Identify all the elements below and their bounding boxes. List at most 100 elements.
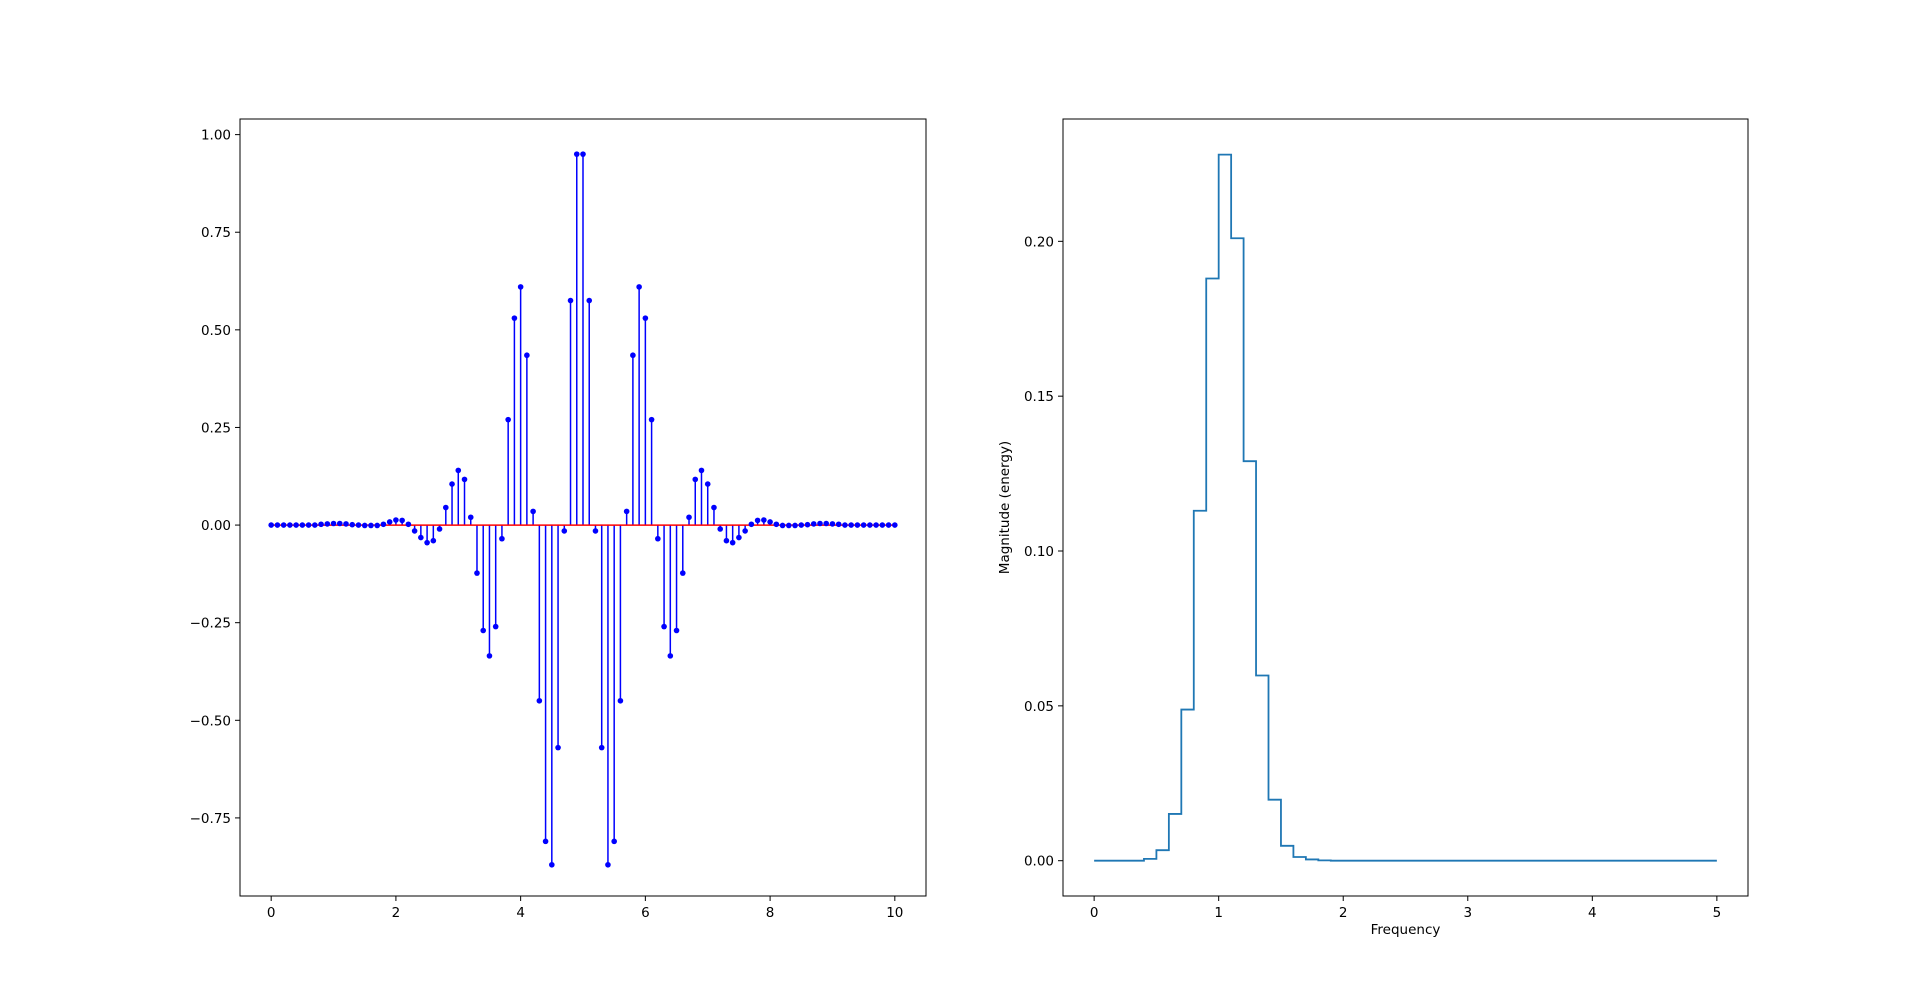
spectrum-plot-axes: 0 1 2 3 4 5 0.00 0.05 0.10 0.15 0.20 Frequency Mag… [997, 118, 1749, 938]
stem-plot-frame [239, 118, 927, 897]
stem-marker [524, 352, 530, 359]
stem-marker [455, 467, 462, 474]
spectrum-x-tick-label: 0 [1090, 905, 1099, 921]
stem-marker [742, 528, 748, 534]
stem-plot-ticks: 0 2 4 6 8 10 −0.75 −0.50 −0.25 0.00 0.25 0.50 0.75 1.… [190, 128, 904, 921]
spectrum-x-tick-label: 2 [1339, 905, 1348, 921]
stem-marker [492, 623, 499, 630]
stem-y-tick-label: −0.25 [190, 616, 231, 632]
stem-marker [779, 522, 786, 529]
stem-marker [293, 522, 299, 528]
stem-marker [648, 416, 655, 423]
stem-marker [349, 521, 356, 528]
spectrum-plot-ticks: 0 1 2 3 4 5 0.00 0.05 0.10 0.15 0.20 [1024, 234, 1721, 921]
stem-marker [817, 520, 823, 527]
stem-marker [386, 519, 393, 525]
stem-marker [698, 467, 705, 474]
stem-marker [786, 522, 792, 529]
stem-marker [374, 522, 381, 529]
stem-marker [860, 522, 867, 528]
stem-marker [829, 521, 836, 527]
stem-marker [343, 521, 349, 527]
stem-marker [798, 522, 805, 528]
stem-marker [729, 539, 736, 546]
spectrum-y-tick-label: 0.10 [1024, 544, 1054, 560]
stem-marker [486, 653, 493, 659]
stem-marker [630, 352, 636, 359]
stem-marker [418, 534, 424, 541]
stem-marker [305, 522, 312, 528]
stem-marker [449, 481, 455, 487]
stem-marker [542, 838, 549, 845]
stem-marker [673, 627, 680, 634]
stem-marker [617, 697, 624, 704]
stem-marker [686, 514, 692, 521]
stem-marker [318, 521, 324, 528]
stem-marker [885, 522, 892, 528]
stem-marker [592, 528, 599, 534]
stem-plot-axes: 0 2 4 6 8 10 −0.75 −0.50 −0.25 0.00 0.25 0.50 0.75 1.… [190, 118, 927, 921]
stem-marker [336, 520, 343, 527]
stem-marker [879, 522, 886, 528]
stem-marker [280, 522, 287, 528]
stem-plot-marks [268, 151, 898, 868]
stem-marker [324, 521, 331, 527]
stem-marker [723, 537, 730, 544]
stem-x-tick-label: 2 [392, 905, 401, 921]
stem-marker [804, 521, 811, 528]
stem-marker [361, 522, 368, 529]
stem-marker [268, 522, 274, 528]
spectrum-x-tick-label: 1 [1214, 905, 1223, 921]
stem-marker [748, 521, 755, 528]
stem-marker [567, 297, 574, 304]
stem-marker [467, 514, 474, 521]
spectrum-y-tick-label: 0.05 [1024, 699, 1054, 715]
stem-marker [767, 519, 773, 525]
stem-y-tick-label: 0.00 [201, 518, 231, 534]
stem-marker [274, 522, 281, 528]
stem-marker [623, 508, 630, 515]
spectrum-y-tick-label: 0.00 [1024, 854, 1054, 870]
stem-marker [355, 522, 362, 528]
spectrum-y-tick-label: 0.20 [1024, 234, 1054, 250]
spectrum-x-tick-label: 4 [1588, 905, 1597, 921]
stem-marker [287, 522, 293, 528]
stem-marker [873, 522, 879, 528]
stem-marker [380, 521, 387, 528]
stem-marker [854, 522, 861, 528]
stem-x-tick-label: 10 [886, 905, 903, 921]
stem-x-tick-label: 6 [641, 905, 650, 921]
stem-marker [823, 520, 830, 527]
stem-marker [842, 522, 848, 528]
spectrum-x-tick-label: 5 [1713, 905, 1722, 921]
stem-y-tick-label: −0.75 [190, 811, 231, 827]
stem-marker [667, 653, 674, 659]
stem-marker [499, 535, 505, 542]
spectrum-plot-marks [1094, 153, 1717, 862]
stem-marker [299, 522, 306, 528]
stem-marker [605, 861, 611, 868]
stem-marker [704, 481, 711, 487]
stem-marker [810, 521, 817, 527]
stem-y-tick-label: 0.75 [201, 225, 231, 241]
stem-marker [330, 520, 337, 527]
stem-marker [573, 151, 580, 157]
stem-marker [761, 517, 767, 523]
stem-marker [474, 570, 480, 576]
stem-marker [736, 534, 742, 541]
spectrum-plot-frame [1062, 118, 1749, 897]
stem-marker [443, 504, 449, 511]
stem-marker [405, 521, 412, 528]
stem-marker [580, 151, 586, 157]
stem-marker [555, 744, 561, 751]
stem-marker [549, 861, 555, 868]
stem-marker [436, 526, 443, 532]
stem-y-tick-label: 0.50 [201, 323, 231, 339]
stem-marker [399, 517, 405, 524]
stem-marker [430, 537, 437, 544]
stem-marker [655, 535, 661, 542]
stem-marker [530, 508, 536, 515]
stem-marker [717, 526, 723, 532]
stem-marker [661, 623, 667, 630]
